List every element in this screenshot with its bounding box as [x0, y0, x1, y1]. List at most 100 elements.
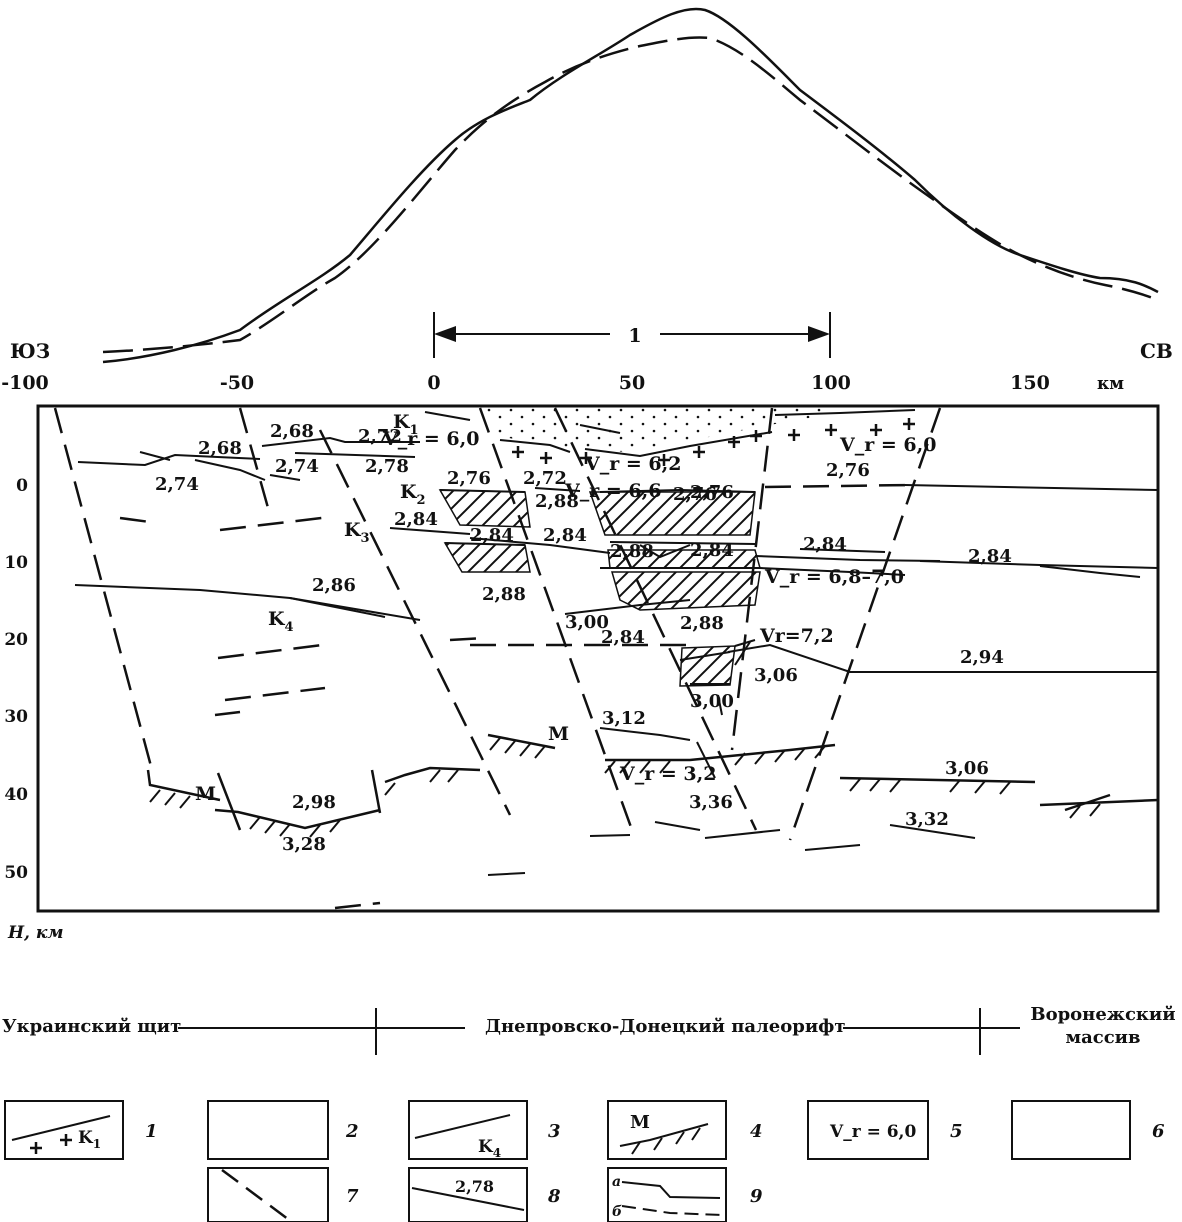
sediment-fill: [484, 408, 835, 452]
region-dnieper-donets: Днепровско-Донецкий палеорифт: [485, 1016, 846, 1037]
density-label: 2,98: [292, 792, 336, 813]
density-label: 2,68: [198, 438, 242, 459]
density-label: 3,00: [565, 612, 609, 633]
density-label: 2,74: [155, 474, 199, 495]
velocity-label: Vr=7,2: [759, 625, 834, 647]
x-tick: -100: [1, 372, 49, 394]
density-label: 2,88: [482, 584, 526, 605]
svg-text:б: б: [612, 1204, 622, 1220]
svg-text:а: а: [612, 1174, 621, 1190]
svg-text:4: 4: [750, 1121, 763, 1142]
density-label: 3,12: [602, 708, 646, 729]
density-label: 3,28: [282, 834, 326, 855]
legend-item-3: K4 3: [408, 1100, 561, 1160]
x-tick: 150: [1010, 372, 1050, 394]
layer-k4: K4: [268, 608, 294, 635]
density-label: 2,72: [358, 426, 402, 447]
plus-marks: [512, 418, 915, 466]
density-label: 2,84: [601, 627, 645, 648]
segment-1-marker: 1: [433, 312, 831, 358]
moho-boundary: [146, 733, 1159, 831]
density-label: 2,88: [610, 541, 654, 562]
legend-item-4: М 4: [607, 1100, 763, 1160]
svg-text:2: 2: [345, 1121, 359, 1142]
section-frame: [36, 404, 1160, 913]
faults: [53, 407, 942, 910]
density-label: 2,76: [673, 484, 717, 505]
density-label: 2,84: [394, 509, 438, 530]
svg-text:5: 5: [950, 1121, 963, 1142]
density-label: 2,88: [535, 491, 579, 512]
density-boundaries: [74, 409, 1159, 876]
density-label: 2,76: [826, 460, 870, 481]
legend-item-7: 7: [207, 1167, 359, 1222]
legend-item-2: 2: [207, 1100, 359, 1160]
density-label: 2,76: [447, 468, 491, 489]
y-tick: 20: [4, 630, 28, 650]
velocity-label: V_r = 6,8–7,0: [764, 566, 904, 588]
density-label: 2,88: [680, 613, 724, 634]
y-tick: 0: [16, 476, 28, 496]
layer-k1: K1: [393, 411, 419, 438]
observed-curve: [102, 7, 1159, 364]
legend-item-8: 2,78 8: [408, 1167, 561, 1222]
legend: K1 1 2 K4 3 М 4 V_r = 6,0 5 6: [4, 1100, 1165, 1222]
y-label: H, км: [7, 923, 64, 943]
density-label: 2,68: [270, 421, 314, 442]
svg-text:6: 6: [1152, 1121, 1165, 1142]
density-label: 2,84: [690, 540, 734, 561]
legend-item-5: V_r = 6,0 5: [807, 1100, 963, 1160]
density-label: 3,36: [689, 792, 733, 813]
anomaly-curves: [102, 7, 1159, 364]
svg-text:7: 7: [346, 1186, 359, 1207]
x-tick: 50: [619, 372, 645, 394]
region-voronezh-line1: Воронежский: [1030, 1004, 1175, 1025]
direction-sw: ЮЗ: [10, 339, 50, 363]
region-voronezh-line2: массив: [1065, 1027, 1140, 1048]
legend-item-1: K1 1: [4, 1100, 158, 1160]
density-label: 2,84: [803, 534, 847, 555]
density-label: 2,86: [312, 575, 356, 596]
svg-text:V_r = 6,0: V_r = 6,0: [829, 1122, 916, 1142]
x-tick: 100: [811, 372, 851, 394]
velocity-label: V_r = 6,0: [382, 428, 479, 450]
legend-item-9: а б 9: [607, 1167, 763, 1222]
density-label: 2,72: [523, 468, 567, 489]
direction-ne: СВ: [1140, 339, 1173, 363]
x-unit: км: [1097, 374, 1124, 394]
velocity-label: V_r = 6,2: [584, 453, 681, 475]
x-tick: -50: [220, 372, 254, 394]
layer-labels: K1 K2 K3 K4 М М: [195, 411, 569, 805]
x-tick: 0: [427, 372, 440, 394]
velocity-labels: V_r = 6,0 V_r = 6,2 V_r = 6,6 V_r = 6,0 …: [382, 428, 936, 785]
density-label: 3,06: [754, 665, 798, 686]
density-label: 2,74: [275, 456, 319, 477]
density-label: 2,84: [543, 525, 587, 546]
velocity-label: V_r = 3,2: [619, 763, 716, 785]
svg-text:М: М: [630, 1112, 650, 1133]
density-labels: 2,68 2,68 2,72 2,74 2,74 2,78 2,76 2,72 …: [155, 421, 1012, 855]
svg-text:K1: K1: [78, 1128, 101, 1151]
density-label: 3,06: [945, 758, 989, 779]
density-label: 2,84: [470, 525, 514, 546]
density-label: 2,76: [690, 482, 734, 503]
density-label: 3,32: [905, 809, 949, 830]
moho-label-left: М: [195, 783, 216, 805]
y-tick: 30: [4, 707, 28, 727]
density-label: 2,94: [960, 647, 1004, 668]
svg-text:1: 1: [145, 1121, 158, 1142]
layer-k3: K3: [344, 519, 370, 546]
layer-k2: K2: [400, 481, 426, 508]
y-axis: 0 10 20 30 40 50 H, км: [4, 476, 63, 943]
legend-item-6: 6: [1011, 1100, 1165, 1160]
density-label: 2,78: [365, 456, 409, 477]
region-bar: Украинский щит Днепровско-Донецкий палео…: [2, 1004, 1176, 1055]
region-ukrainian-shield: Украинский щит: [2, 1016, 181, 1037]
moho-ticks: [149, 737, 1101, 838]
density-label: 2,84: [968, 546, 1012, 567]
svg-text:K4: K4: [478, 1137, 501, 1160]
svg-text:8: 8: [547, 1186, 561, 1207]
calculated-curve: [102, 36, 1159, 354]
svg-text:2,78: 2,78: [455, 1177, 494, 1196]
